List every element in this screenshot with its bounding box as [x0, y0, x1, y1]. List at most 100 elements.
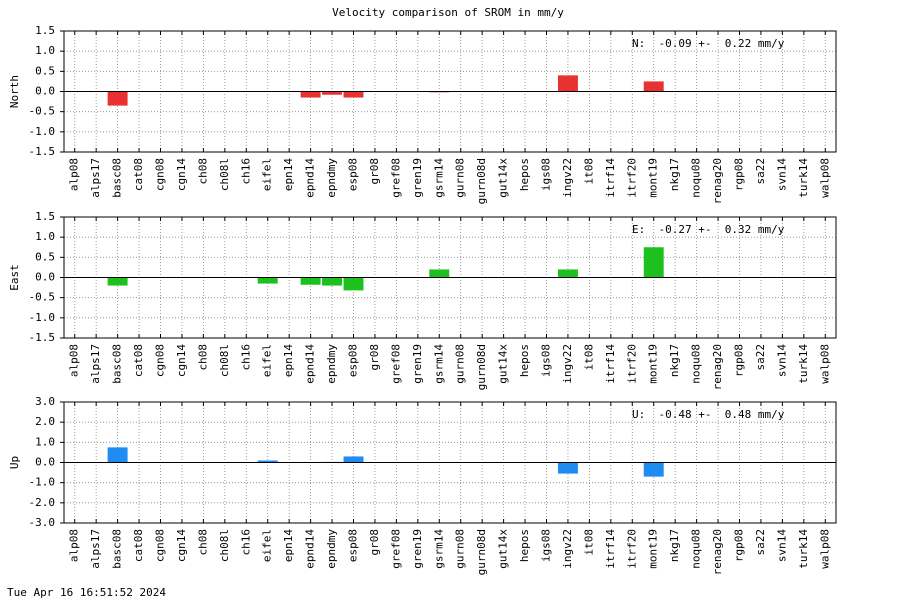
x-tick-label: epn14: [282, 529, 295, 562]
bar: [343, 277, 364, 291]
y-tick-label: -0.5: [29, 291, 56, 304]
x-tick-label: renag20: [711, 529, 724, 575]
x-tick-label: igs08: [540, 344, 553, 377]
bar: [643, 462, 664, 477]
x-tick-label: gsrm14: [432, 529, 445, 569]
x-tick-label: sa22: [754, 529, 767, 556]
x-tick-label: renag20: [711, 344, 724, 390]
y-tick-label: 1.0: [35, 230, 55, 243]
x-tick-label: eifel: [261, 158, 274, 191]
x-tick-label: gref08: [389, 158, 402, 198]
x-tick-label: gut14x: [497, 158, 510, 198]
x-tick-label: gren19: [411, 529, 424, 569]
x-tick-label: cat08: [132, 529, 145, 562]
x-tick-label: itrf20: [625, 529, 638, 569]
x-tick-label: alp08: [68, 158, 81, 191]
figure-title: Velocity comparison of SROM in mm/y: [332, 6, 564, 19]
x-tick-label: nkg17: [668, 158, 681, 191]
x-tick-label: sa22: [754, 344, 767, 371]
bar: [257, 460, 278, 463]
bar: [300, 91, 321, 98]
y-tick-label: 0.5: [35, 64, 55, 77]
x-tick-label: epndmy: [325, 158, 338, 198]
plot-frame: [63, 216, 837, 339]
bar: [643, 81, 664, 92]
x-tick-label: basc08: [111, 158, 124, 198]
x-tick-label: esp08: [347, 158, 360, 191]
y-tick-label: 0.5: [35, 250, 55, 263]
x-tick-label: svn14: [775, 344, 788, 377]
x-tick-label: mont19: [647, 344, 660, 384]
x-tick-label: walp08: [818, 158, 831, 198]
x-tick-label: rgp08: [733, 344, 746, 377]
x-tick-label: it08: [582, 344, 595, 371]
x-tick-label: ch08: [196, 158, 209, 185]
x-tick-label: itrf20: [625, 344, 638, 384]
x-tick-label: gurn08d: [475, 529, 488, 575]
x-tick-label: basc08: [111, 344, 124, 384]
x-tick-label: renag20: [711, 158, 724, 204]
x-tick-label: epndmy: [325, 344, 338, 384]
x-tick-label: esp08: [347, 344, 360, 377]
y-tick-label: -1.5: [29, 331, 56, 344]
plot-frame: [63, 401, 837, 524]
bar: [643, 247, 664, 278]
x-tick-label: epn14: [282, 344, 295, 377]
y-tick-label: -3.0: [29, 516, 56, 529]
x-tick-label: epnd14: [304, 529, 317, 569]
y-tick-label: 1.5: [35, 210, 55, 223]
x-tick-label: igs08: [540, 529, 553, 562]
y-tick-label: 2.0: [35, 415, 55, 428]
x-tick-label: turk14: [797, 344, 810, 384]
bar: [107, 277, 128, 286]
x-tick-label: turk14: [797, 529, 810, 569]
x-tick-label: mont19: [647, 529, 660, 569]
x-tick-label: walp08: [818, 529, 831, 569]
x-tick-label: epnd14: [304, 344, 317, 384]
x-tick-label: gren19: [411, 344, 424, 384]
x-tick-label: ingv22: [561, 158, 574, 198]
x-tick-label: gr08: [368, 344, 381, 371]
x-tick-label: cgn08: [154, 344, 167, 377]
y-tick-label: -2.0: [29, 496, 56, 509]
x-tick-label: rgp08: [733, 529, 746, 562]
y-tick-label: 0.0: [35, 456, 55, 469]
x-tick-label: gurn08d: [475, 344, 488, 390]
y-tick-label: 0.0: [35, 85, 55, 98]
x-tick-label: epndmy: [325, 529, 338, 569]
x-tick-label: gref08: [389, 344, 402, 384]
y-tick-label: -1.5: [29, 145, 56, 158]
x-tick-label: alps17: [89, 344, 102, 384]
x-tick-label: gurn08d: [475, 158, 488, 204]
x-tick-label: gsrm14: [432, 158, 445, 198]
annotation: U: -0.48 +- 0.48 mm/y: [632, 408, 785, 421]
annotation: N: -0.09 +- 0.22 mm/y: [632, 37, 785, 50]
x-tick-label: gut14x: [497, 529, 510, 569]
y-tick-label: -1.0: [29, 476, 56, 489]
y-axis-label: Up: [8, 456, 21, 469]
x-tick-label: gut14x: [497, 344, 510, 384]
y-tick-label: -1.0: [29, 311, 56, 324]
x-tick-label: alps17: [89, 158, 102, 198]
x-tick-label: basc08: [111, 529, 124, 569]
x-tick-label: sa22: [754, 158, 767, 185]
bar: [322, 277, 343, 286]
y-tick-label: 0.0: [35, 271, 55, 284]
x-tick-label: it08: [582, 158, 595, 185]
x-tick-label: hepos: [518, 158, 531, 191]
x-tick-label: gurn08: [454, 158, 467, 198]
x-tick-label: ch16: [239, 158, 252, 185]
bar: [429, 269, 450, 278]
x-tick-label: gr08: [368, 158, 381, 185]
y-tick-label: -1.0: [29, 125, 56, 138]
y-tick-label: 1.5: [35, 24, 55, 37]
bar: [322, 91, 343, 95]
x-tick-label: igs08: [540, 158, 553, 191]
x-tick-label: cat08: [132, 344, 145, 377]
x-tick-label: noqu08: [690, 158, 703, 198]
x-tick-label: ch08: [196, 529, 209, 556]
x-tick-label: alp08: [68, 529, 81, 562]
bar: [257, 277, 278, 284]
x-tick-label: cgn14: [175, 344, 188, 377]
